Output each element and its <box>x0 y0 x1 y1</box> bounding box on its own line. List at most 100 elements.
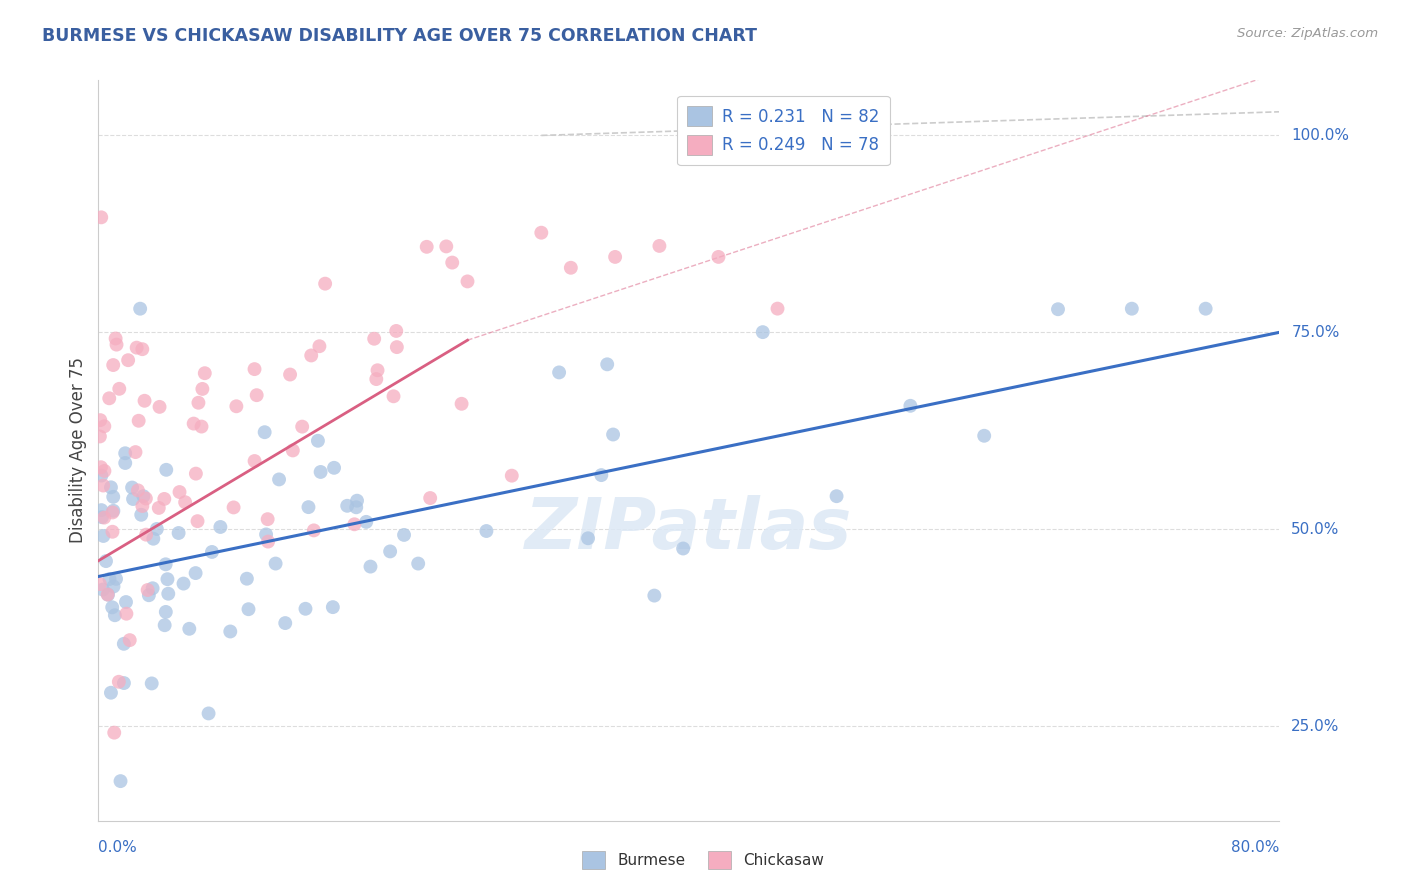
Legend: Burmese, Chickasaw: Burmese, Chickasaw <box>576 845 830 875</box>
Point <box>101 506 124 520</box>
Point <box>501 468 523 483</box>
Point <box>602 427 624 442</box>
Point <box>238 602 260 616</box>
Point <box>243 362 266 376</box>
Point <box>236 572 259 586</box>
Text: BURMESE VS CHICKASAW DISABILITY AGE OVER 75 CORRELATION CHART: BURMESE VS CHICKASAW DISABILITY AGE OVER… <box>42 27 758 45</box>
Point <box>129 301 152 316</box>
Point <box>136 582 159 597</box>
Point <box>155 558 177 572</box>
Point <box>155 463 177 477</box>
Point <box>89 577 111 591</box>
Point <box>155 605 177 619</box>
Point <box>105 572 128 586</box>
Point <box>125 341 148 355</box>
Point <box>94 554 117 568</box>
Point <box>142 581 165 595</box>
Point <box>256 512 278 526</box>
Point <box>98 572 121 586</box>
Point <box>186 514 208 528</box>
Point <box>346 493 368 508</box>
Point <box>219 624 242 639</box>
Point <box>114 456 136 470</box>
Point <box>131 499 153 513</box>
Point <box>197 706 219 721</box>
Point <box>354 515 377 529</box>
Point <box>973 429 995 443</box>
Point <box>93 510 115 524</box>
Point <box>253 425 276 440</box>
Point <box>415 240 437 254</box>
Point <box>294 601 316 615</box>
Point <box>254 527 277 541</box>
Point <box>457 274 479 288</box>
Text: Source: ZipAtlas.com: Source: ZipAtlas.com <box>1237 27 1378 40</box>
Point <box>309 465 332 479</box>
Point <box>243 454 266 468</box>
Point <box>278 368 301 382</box>
Point <box>322 600 344 615</box>
Point <box>596 357 619 371</box>
Point <box>97 587 120 601</box>
Point <box>108 674 131 689</box>
Point <box>90 468 112 483</box>
Point <box>825 489 848 503</box>
Point <box>378 544 401 558</box>
Point <box>291 419 314 434</box>
Point <box>475 524 498 538</box>
Point <box>184 467 207 481</box>
Text: 25.0%: 25.0% <box>1291 719 1340 733</box>
Point <box>132 489 155 503</box>
Point <box>90 510 112 524</box>
Point <box>302 524 325 538</box>
Point <box>336 499 359 513</box>
Point <box>434 239 457 253</box>
Point <box>91 582 114 597</box>
Point <box>201 545 224 559</box>
Text: 0.0%: 0.0% <box>98 840 138 855</box>
Point <box>1121 301 1143 316</box>
Point <box>672 541 695 556</box>
Point <box>90 460 112 475</box>
Point <box>104 608 127 623</box>
Point <box>105 337 128 351</box>
Point <box>1047 302 1070 317</box>
Point <box>104 331 127 345</box>
Point <box>605 250 627 264</box>
Point <box>100 686 122 700</box>
Point <box>187 395 209 409</box>
Point <box>314 277 336 291</box>
Point <box>115 595 138 609</box>
Point <box>103 580 125 594</box>
Point <box>167 526 190 541</box>
Point <box>122 491 145 506</box>
Point <box>101 600 124 615</box>
Point <box>441 255 464 269</box>
Point <box>297 500 319 515</box>
Text: ZIPatlas: ZIPatlas <box>526 495 852 564</box>
Point <box>134 393 156 408</box>
Legend: R = 0.231   N = 82, R = 0.249   N = 78: R = 0.231 N = 82, R = 0.249 N = 78 <box>678 96 890 165</box>
Point <box>112 637 135 651</box>
Point <box>752 325 775 339</box>
Point <box>281 443 304 458</box>
Point <box>274 616 297 631</box>
Point <box>560 260 582 275</box>
Point <box>257 534 280 549</box>
Point <box>308 339 330 353</box>
Point <box>174 495 197 509</box>
Point <box>90 211 112 225</box>
Point <box>103 725 125 739</box>
Point <box>183 417 205 431</box>
Point <box>900 399 922 413</box>
Point <box>366 372 388 386</box>
Point <box>100 480 122 494</box>
Point <box>103 490 125 504</box>
Point <box>153 491 176 506</box>
Point <box>222 500 245 515</box>
Point <box>108 382 131 396</box>
Point <box>707 250 730 264</box>
Y-axis label: Disability Age Over 75: Disability Age Over 75 <box>69 358 87 543</box>
Point <box>93 464 115 478</box>
Text: 80.0%: 80.0% <box>1232 840 1279 855</box>
